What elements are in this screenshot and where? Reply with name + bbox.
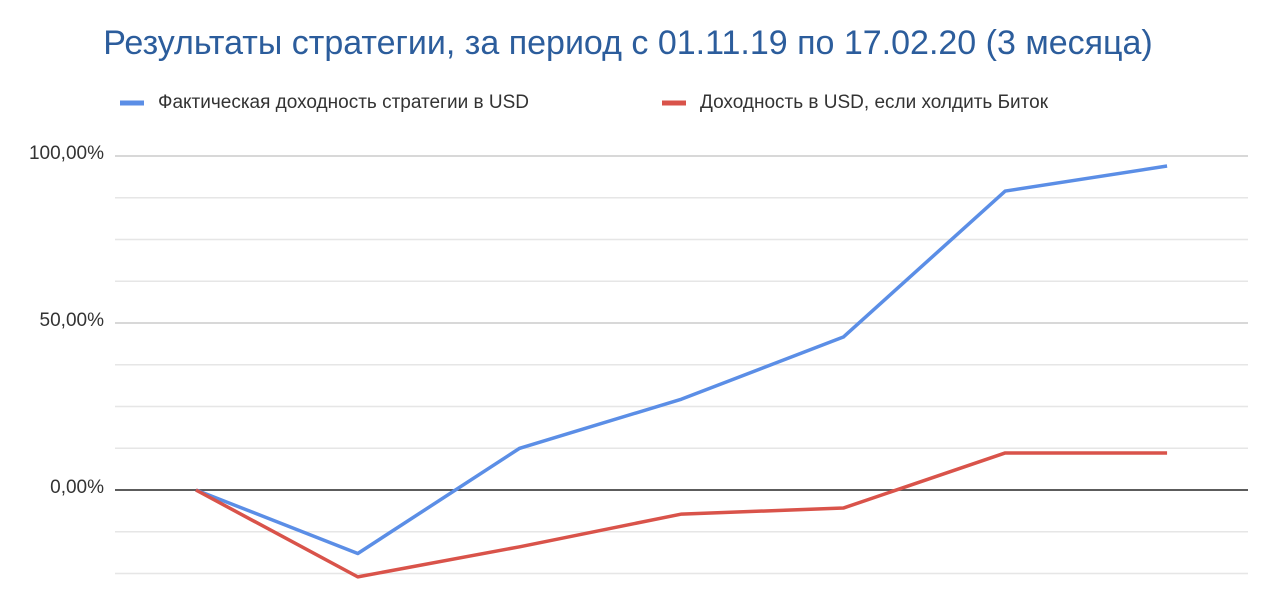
series-line (195, 451, 1168, 579)
series-line (195, 164, 1168, 556)
y-tick-label: 50,00% (40, 310, 105, 331)
y-tick-label: 0,00% (50, 477, 104, 498)
y-tick-label: 100,00% (29, 143, 104, 164)
legend-label: Фактическая доходность стратегии в USD (158, 92, 529, 113)
legend-label: Доходность в USD, если холдить Биток (700, 92, 1049, 113)
chart-title: Результаты стратегии, за период с 01.11.… (103, 24, 1153, 62)
